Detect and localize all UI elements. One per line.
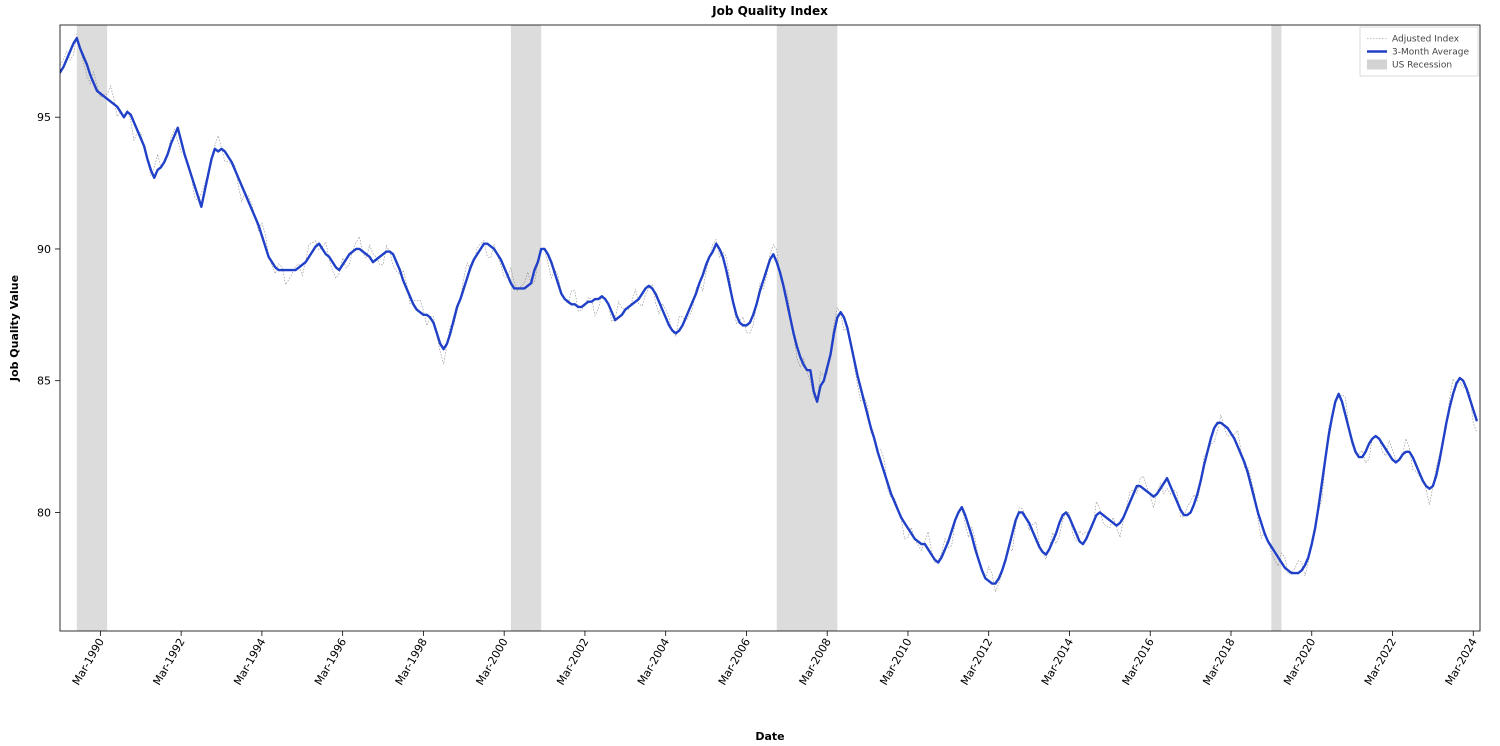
x-axis-label: Date <box>755 730 784 743</box>
job-quality-index-chart: 80859095Mar-1990Mar-1992Mar-1994Mar-1996… <box>0 0 1500 746</box>
legend-item-label: US Recession <box>1392 61 1452 71</box>
legend-item-label: 3-Month Average <box>1392 48 1469 58</box>
chart-svg: 80859095Mar-1990Mar-1992Mar-1994Mar-1996… <box>0 0 1500 746</box>
svg-text:80: 80 <box>37 506 51 519</box>
legend-item-label: Adjusted Index <box>1392 35 1460 45</box>
svg-text:85: 85 <box>37 375 51 388</box>
y-axis-label: Job Quality Value <box>8 275 21 382</box>
svg-text:95: 95 <box>37 111 51 124</box>
svg-text:90: 90 <box>37 243 51 256</box>
legend: Adjusted Index 3-Month Average US Recessio… <box>1360 27 1478 76</box>
chart-title: Job Quality Index <box>711 4 828 18</box>
